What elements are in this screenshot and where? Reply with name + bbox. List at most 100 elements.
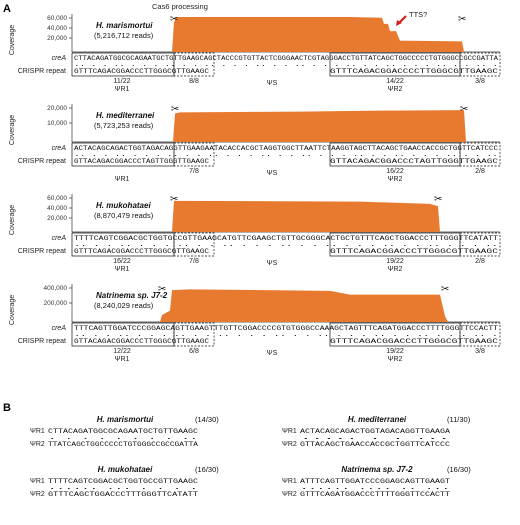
alignment-title: H. marismortui xyxy=(97,415,154,424)
psi-s-label: ΨS xyxy=(267,80,278,87)
repeat-right-seq: GTTTCAGACGGACCCCTTGGGCGTTGAAGC xyxy=(330,68,498,75)
crispr-row-label: CRISPR repeat xyxy=(18,68,66,75)
psi-r2-seq: GTTACAGCTGAACCACCGCTGGTTCATCCC xyxy=(300,441,450,448)
psi-r2-label: ΨR2 xyxy=(388,356,403,363)
psi-r1-row-label: ΨR1 xyxy=(282,478,297,485)
scissors-icon: ✂ xyxy=(441,284,449,295)
left-end-score: 7/8 xyxy=(189,258,199,265)
match-dots: .. . . .. . . . .. . . .. . . . .. . . .… xyxy=(74,241,498,248)
psi-r1-box xyxy=(71,142,175,167)
left-end-score: 8/8 xyxy=(189,78,199,85)
alignment-block: H. mediterranei (11/30) ΨR1 ACTACAGCAGACTGG… xyxy=(282,415,471,448)
psi-r1-seq: CTTACAGATGGCGCAGAATGCTGTTGAAGC xyxy=(48,428,198,435)
psi-r2-seq: TTATCAGCTGGCCCCCTGTGGGCCGCCGATTA xyxy=(48,441,198,448)
psi-r1-label: ΨR1 xyxy=(115,356,130,363)
crispr-row-label: CRISPR repeat xyxy=(18,248,66,255)
left-score: 11/22 xyxy=(114,78,131,85)
psi-r2-row-label: ΨR2 xyxy=(30,441,45,448)
organism-name: Natrinema sp. J7-2 xyxy=(96,291,168,300)
psi-r2-seq: GTTTCAGATGGACCCTTTTGGGTTCCACTT xyxy=(300,491,450,498)
tts-label: TTS? xyxy=(409,10,427,19)
repeat-right-seq: GTTTCAGACGGACCCTTGGGCGTTGAAGC xyxy=(330,338,498,345)
y-tick-label: 20,000 xyxy=(47,105,67,112)
psi-r2-box xyxy=(329,322,461,347)
psi-r2-label: ΨR2 xyxy=(388,266,403,273)
psi-r1-row-label: ΨR1 xyxy=(282,428,297,435)
psi-s-label: ΨS xyxy=(267,350,278,357)
left-score: 16/22 xyxy=(113,258,131,265)
crea-sequence: ACTACAGCAGACTGGTAGACAGGTTGAAGAATACACCACG… xyxy=(74,145,498,152)
psi-r2-row-label: ΨR2 xyxy=(30,491,45,498)
crea-sequence: TTTCAGTTGGATCCCGGAGCAGTTGAAGTTTGTTCGGACC… xyxy=(74,325,498,332)
right-end-score: 2/8 xyxy=(475,168,485,175)
psi-r2-label: ΨR2 xyxy=(388,176,403,183)
read-count: (5,216,712 reads) xyxy=(94,31,154,40)
psi-r1-box xyxy=(71,52,175,77)
scissors-icon: ✂ xyxy=(171,104,179,115)
match-dots: .. . . .. . . . .. . . .. . . . .. . . .… xyxy=(74,331,498,338)
psi-r2-box xyxy=(329,142,461,167)
psi-r2-row-label: ΨR2 xyxy=(282,491,297,498)
right-end-score: 3/8 xyxy=(475,78,485,85)
read-count: (8,240,029 reads) xyxy=(94,301,154,310)
match-dots: .. . . .. . . . .. . . .. . . . .. . . .… xyxy=(74,151,498,158)
y-tick-label: 60,000 xyxy=(47,195,67,202)
left-end-score: 7/8 xyxy=(189,168,199,175)
repeat-left-seq: GTTTCAGACGGACCCTTGGGCGTTGAAGC xyxy=(74,248,209,255)
tts-arrowhead xyxy=(396,20,402,26)
organism-name: H. marismortui xyxy=(96,21,153,30)
alignment-block: H. marismortui (14/30) ΨR1 CTTACAGATGGCGCAG… xyxy=(30,415,219,448)
scissors-icon: ✂ xyxy=(170,14,178,25)
y-tick-label: 40,000 xyxy=(47,205,67,212)
repeat-right-seq: GTTTCAGACGGACCCTTGGGCGTTGAAGC xyxy=(330,248,498,255)
crispr-row-label: CRISPR repeat xyxy=(18,338,66,345)
scissors-icon: ✂ xyxy=(434,194,442,205)
alignment-dots: ..... . . ... xyxy=(300,434,450,441)
crea-sequence: TTTTCAGTCGGACGCTGGTGCCGTTGAAGCATGTTCGAAG… xyxy=(74,235,498,242)
organism-name: H. mukohataei xyxy=(96,201,151,210)
repeat-left-seq: GTTACAGACGGACCCTTGGGCGTTGAAGC xyxy=(74,338,209,345)
y-tick-label: 10,000 xyxy=(47,120,67,127)
psi-r1-seq: ACTACAGCAGACTGGTAGACAGGTTGAAGA xyxy=(300,428,450,435)
coverage-track: Coverage 400,000 200,000 Natrinema sp. J7-2… xyxy=(9,284,501,363)
match-dots: .. . . .. . . . .. . . .. . . . .. . . .… xyxy=(74,61,498,68)
crea-row-label: creA xyxy=(52,235,67,242)
scissors-icon: ✂ xyxy=(158,284,166,295)
psi-r1-row-label: ΨR1 xyxy=(30,428,45,435)
psi-r1-box xyxy=(71,322,175,347)
alignment-score: (16/30) xyxy=(195,465,219,474)
right-score: 19/22 xyxy=(386,258,404,265)
alignment-title: H. mediterranei xyxy=(348,415,407,424)
y-axis-label: Coverage xyxy=(9,205,16,235)
y-tick-label: 40,000 xyxy=(47,25,67,32)
coverage-track: Coverage 60,000 40,000 20,000 H. mukohataei(… xyxy=(9,194,501,273)
read-count: (5,723,253 reads) xyxy=(94,121,154,130)
crispr-row-label: CRISPR repeat xyxy=(18,158,66,165)
alignment-dots: ...... .... .. ... xyxy=(300,484,450,491)
psi-r2-seq: GTTTCAGCTGGACCCTTTGGGTTCATATT xyxy=(48,491,198,498)
crea-row-label: creA xyxy=(52,325,67,332)
coverage-area xyxy=(173,110,466,142)
repeat-left-seq: GTTTCAGACGGACCCTTGGGCGTTGAAGC xyxy=(74,68,209,75)
scissors-icon: ✂ xyxy=(170,194,178,205)
repeat-right-seq: GTTACAGACGGACCCTAGTTGGGTTGAAGC xyxy=(330,158,498,165)
coverage-area xyxy=(172,17,464,52)
psi-r1-seq: TTTTCAGTCGGACGCTGGTGCCGTTGAAGC xyxy=(48,478,198,485)
alignment-dots: . . . . . . . . .. xyxy=(48,434,198,441)
right-score: 16/22 xyxy=(386,168,404,175)
psi-r2-row-label: ΨR2 xyxy=(282,441,297,448)
coverage-track: Coverage 60,000 40,000 20,000 H. marismortui… xyxy=(9,14,501,93)
coverage-area xyxy=(160,289,448,322)
y-tick-label: 200,000 xyxy=(44,300,68,307)
alignment-block: Natrinema sp. J7-2 (16/30) ΨR1 ATTTCAGTTGGA… xyxy=(282,465,471,498)
read-count: (8,870,479 reads) xyxy=(94,211,154,220)
alignment-score: (11/30) xyxy=(447,415,471,424)
tts-annotation: TTS? xyxy=(396,10,427,26)
scissors-icon: ✂ xyxy=(458,14,466,25)
y-tick-label: 20,000 xyxy=(47,35,67,42)
panel-b-label: B xyxy=(3,402,11,414)
cas6-label: Cas6 processing xyxy=(152,2,208,11)
y-axis-label: Coverage xyxy=(9,295,16,325)
psi-s-label: ΨS xyxy=(267,170,278,177)
